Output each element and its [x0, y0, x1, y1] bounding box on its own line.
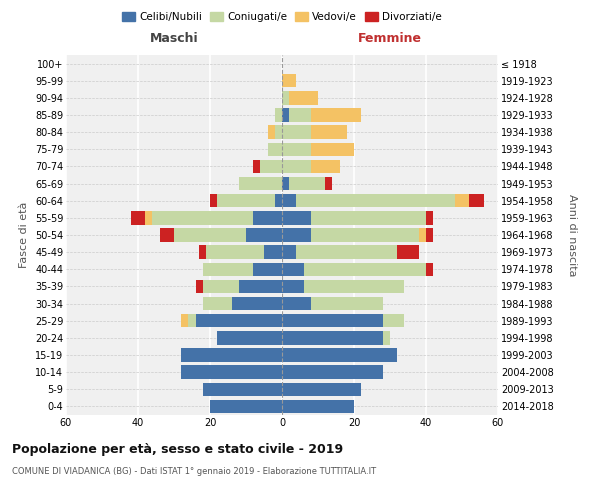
Bar: [203, 382, 282, 396]
Bar: [289, 108, 311, 122]
Bar: [253, 211, 282, 224]
Bar: [260, 160, 282, 173]
Bar: [304, 280, 404, 293]
Bar: [282, 194, 296, 207]
Bar: [145, 211, 152, 224]
Bar: [282, 314, 383, 328]
Bar: [160, 228, 174, 241]
Bar: [311, 142, 354, 156]
Bar: [282, 228, 311, 241]
Bar: [217, 331, 282, 344]
Bar: [282, 348, 397, 362]
Bar: [282, 246, 296, 259]
Bar: [311, 108, 361, 122]
Bar: [268, 126, 275, 139]
Bar: [253, 160, 260, 173]
Bar: [239, 177, 282, 190]
Text: Maschi: Maschi: [149, 32, 199, 44]
Bar: [282, 400, 354, 413]
Bar: [426, 211, 433, 224]
Bar: [210, 400, 282, 413]
Bar: [311, 297, 383, 310]
Bar: [203, 297, 232, 310]
Bar: [282, 280, 304, 293]
Bar: [383, 314, 404, 328]
Bar: [206, 246, 264, 259]
Bar: [275, 194, 282, 207]
Bar: [196, 280, 203, 293]
Bar: [282, 177, 289, 190]
Bar: [239, 280, 282, 293]
Text: Popolazione per età, sesso e stato civile - 2019: Popolazione per età, sesso e stato civil…: [12, 442, 343, 456]
Bar: [325, 177, 332, 190]
Bar: [246, 228, 282, 241]
Bar: [264, 246, 282, 259]
Y-axis label: Anni di nascita: Anni di nascita: [568, 194, 577, 276]
Bar: [282, 108, 289, 122]
Bar: [131, 211, 145, 224]
Bar: [282, 297, 311, 310]
Y-axis label: Fasce di età: Fasce di età: [19, 202, 29, 268]
Bar: [426, 228, 433, 241]
Bar: [282, 366, 383, 379]
Bar: [181, 366, 282, 379]
Bar: [196, 314, 282, 328]
Bar: [275, 108, 282, 122]
Bar: [311, 228, 419, 241]
Bar: [282, 160, 311, 173]
Bar: [304, 262, 426, 276]
Text: Femmine: Femmine: [358, 32, 422, 44]
Bar: [383, 331, 390, 344]
Bar: [210, 194, 217, 207]
Bar: [419, 228, 426, 241]
Bar: [282, 91, 289, 104]
Bar: [253, 262, 282, 276]
Bar: [181, 314, 188, 328]
Bar: [275, 126, 282, 139]
Legend: Celibi/Nubili, Coniugati/e, Vedovi/e, Divorziati/e: Celibi/Nubili, Coniugati/e, Vedovi/e, Di…: [118, 8, 446, 26]
Bar: [282, 382, 361, 396]
Bar: [203, 262, 253, 276]
Bar: [296, 246, 397, 259]
Bar: [199, 246, 206, 259]
Bar: [282, 331, 383, 344]
Bar: [311, 211, 426, 224]
Bar: [289, 177, 325, 190]
Bar: [217, 194, 275, 207]
Bar: [469, 194, 484, 207]
Bar: [426, 262, 433, 276]
Bar: [282, 211, 311, 224]
Bar: [282, 74, 296, 88]
Bar: [282, 142, 311, 156]
Text: COMUNE DI VIADANICA (BG) - Dati ISTAT 1° gennaio 2019 - Elaborazione TUTTITALIA.: COMUNE DI VIADANICA (BG) - Dati ISTAT 1°…: [12, 468, 376, 476]
Bar: [289, 91, 318, 104]
Bar: [311, 126, 347, 139]
Bar: [203, 280, 239, 293]
Bar: [188, 314, 196, 328]
Bar: [268, 142, 282, 156]
Bar: [296, 194, 455, 207]
Bar: [174, 228, 246, 241]
Bar: [232, 297, 282, 310]
Bar: [455, 194, 469, 207]
Bar: [311, 160, 340, 173]
Bar: [181, 348, 282, 362]
Bar: [282, 262, 304, 276]
Bar: [397, 246, 419, 259]
Bar: [282, 126, 311, 139]
Bar: [152, 211, 253, 224]
